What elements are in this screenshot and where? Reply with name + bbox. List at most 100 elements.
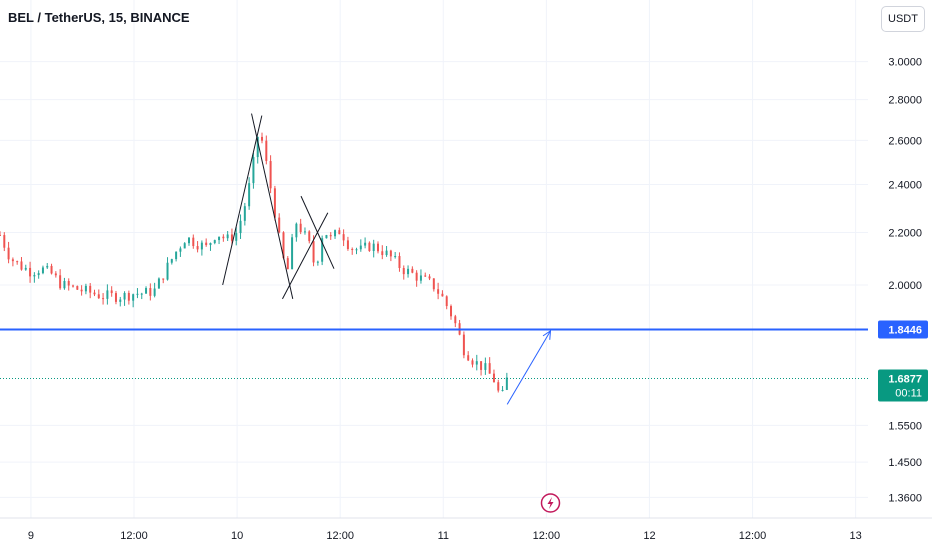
candle-body	[63, 280, 66, 289]
candle-body	[136, 293, 139, 295]
candle-body	[179, 248, 182, 252]
time-tick-label: 12:00	[533, 530, 561, 542]
price-axis[interactable]: 3.0000 2.8000 2.6000 2.4000 2.2000 2.0000 1.55…	[878, 57, 928, 505]
candle-body	[76, 286, 79, 290]
time-tick-label: 9	[28, 530, 34, 542]
price-tick-label: 2.2000	[888, 227, 922, 239]
lightning-glyph	[547, 497, 554, 509]
lightning-icon[interactable]	[540, 493, 561, 513]
candle-body	[411, 268, 414, 273]
candle-body	[256, 136, 259, 158]
countdown-timer: 00:11	[895, 387, 922, 399]
price-tick-label: 1.4500	[888, 457, 922, 469]
candle-body	[359, 245, 362, 250]
candle-body	[0, 234, 1, 236]
time-tick-label: 12	[643, 530, 655, 542]
candle-body	[471, 360, 474, 365]
candle-body	[239, 220, 242, 234]
candle-body	[269, 161, 272, 189]
candle-body	[334, 230, 337, 237]
candle-body	[299, 223, 302, 233]
candle-body	[50, 265, 53, 274]
candle-body	[16, 261, 19, 263]
horizontal-levels	[0, 328, 868, 379]
candle-body	[261, 136, 264, 141]
price-tick-label: 2.8000	[888, 95, 922, 107]
candle-body	[488, 363, 491, 374]
candle-body	[342, 234, 345, 241]
candle-body	[325, 235, 328, 239]
candle-body	[127, 292, 130, 301]
candle-body	[291, 237, 294, 270]
grid	[0, 0, 868, 518]
candle-body	[407, 268, 410, 275]
symbol-title: BEL / TetherUS, 15, BINANCE	[8, 10, 190, 25]
candle-body	[432, 278, 435, 290]
candle-body	[355, 249, 358, 251]
candle-body	[149, 288, 152, 296]
candle-body	[398, 256, 401, 269]
time-tick-label: 12:00	[120, 530, 148, 542]
candle-body	[187, 237, 190, 244]
candle-body	[33, 275, 36, 277]
candle-body	[213, 240, 216, 244]
candle-body	[286, 258, 289, 270]
candle-body	[119, 299, 122, 302]
candle-body	[424, 275, 427, 277]
currency-button[interactable]: USDT	[881, 6, 925, 32]
candle-body	[295, 223, 298, 238]
candle-body	[252, 157, 255, 184]
candle-body	[501, 389, 504, 391]
candle-body	[419, 275, 422, 281]
drawings[interactable]	[222, 113, 561, 513]
candle-body	[235, 233, 238, 241]
candle-body	[3, 235, 6, 248]
candle-body	[80, 289, 83, 292]
candle-body	[475, 361, 478, 365]
candle-body	[484, 363, 487, 370]
candle-body	[41, 267, 44, 274]
price-tick-label: 2.6000	[888, 135, 922, 147]
candle-body	[20, 261, 23, 270]
candle-body	[394, 256, 397, 258]
candle-body	[389, 250, 392, 257]
candle-body	[72, 285, 75, 287]
candle-body	[192, 237, 195, 247]
trendline	[222, 115, 263, 286]
candle-body	[205, 242, 208, 246]
time-tick-label: 10	[231, 530, 243, 542]
candle-body	[11, 259, 14, 262]
candle-body	[67, 280, 70, 286]
candle-body	[364, 242, 367, 246]
time-tick-label: 12:00	[739, 530, 767, 542]
candle-body	[84, 285, 87, 292]
candle-body	[230, 234, 233, 241]
candle-body	[282, 232, 285, 259]
candle-body	[376, 243, 379, 252]
candle-body	[497, 382, 500, 391]
trendline	[300, 195, 335, 269]
candle-body	[59, 275, 62, 289]
candle-body	[308, 231, 311, 242]
candle-body	[316, 261, 319, 263]
time-axis[interactable]: 9 12:00 10 12:00 11 12:00 12 12:00 13	[0, 517, 932, 542]
candle-body	[505, 377, 508, 390]
price-tick-label: 3.0000	[888, 57, 922, 69]
candle-body	[338, 230, 341, 235]
candle-body	[462, 334, 465, 356]
candle-body	[303, 231, 306, 233]
candle-body	[265, 140, 268, 162]
trendline	[282, 212, 329, 300]
time-tick-label: 13	[850, 530, 862, 542]
candle-body	[102, 298, 105, 300]
candle-body	[402, 268, 405, 275]
candle-body	[428, 276, 431, 279]
price-tick-label: 2.4000	[888, 180, 922, 192]
arrow-line	[506, 330, 551, 405]
trendline	[251, 113, 294, 299]
candle-body	[106, 290, 109, 299]
price-tick-label: 1.5500	[888, 420, 922, 432]
candles	[0, 132, 508, 393]
